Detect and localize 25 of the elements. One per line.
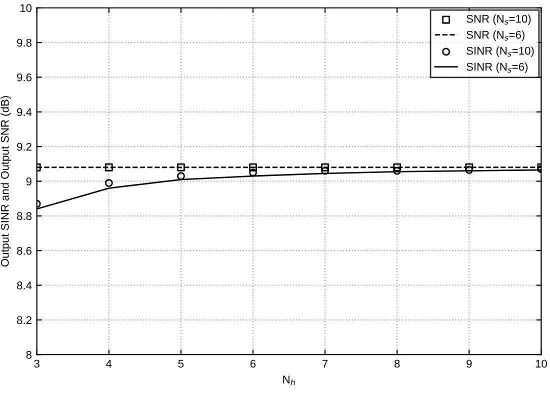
y-tick-label: 8.2 bbox=[17, 316, 32, 324]
x-tick-label: 9 bbox=[466, 360, 472, 368]
x-tick-label: 8 bbox=[394, 360, 400, 368]
legend-label: SINR (N$_{s}$=10) bbox=[466, 46, 534, 57]
y-tick-label: 9 bbox=[26, 178, 32, 186]
x-tick-label: 5 bbox=[178, 360, 184, 368]
x-tick-label: 10 bbox=[536, 360, 547, 368]
legend-label: SNR (N$_{s}$=6) bbox=[466, 30, 524, 41]
legend-label: SINR (N$_{s}$=6) bbox=[466, 62, 528, 73]
x-tick-label: 4 bbox=[106, 360, 112, 368]
y-tick-label: 8.8 bbox=[17, 212, 32, 220]
x-tick-label: 3 bbox=[34, 360, 40, 368]
y-tick-label: 9.4 bbox=[17, 108, 32, 116]
y-tick-label: 10 bbox=[20, 4, 32, 12]
y-axis-title: Output SINR and Output SNR (dB) bbox=[0, 96, 11, 267]
y-tick-label: 9.8 bbox=[17, 38, 32, 47]
y-tick-label: 8.4 bbox=[17, 282, 32, 290]
x-tick-label: 6 bbox=[250, 360, 256, 368]
x-axis-title: N$_{h}$ bbox=[283, 376, 295, 386]
y-tick-label: 8 bbox=[26, 350, 32, 359]
y-tick-label: 9.6 bbox=[17, 73, 32, 82]
x-tick-label: 7 bbox=[322, 360, 328, 368]
legend-label: SNR (N$_{s}$=10) bbox=[466, 14, 531, 25]
y-tick-label: 9.2 bbox=[17, 142, 32, 151]
y-tick-label: 8.6 bbox=[17, 246, 32, 255]
